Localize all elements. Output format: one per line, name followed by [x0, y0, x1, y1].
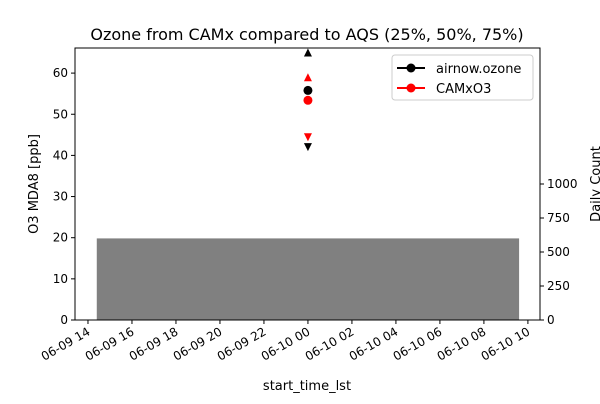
- y-tick-label: 50: [53, 107, 68, 121]
- x-tick-label: 06-10 06: [391, 324, 445, 363]
- p75-marker: [303, 73, 312, 82]
- y-tick-label-right: 750: [547, 211, 570, 225]
- y-tick-label: 20: [53, 231, 68, 245]
- plot-frame: [74, 47, 541, 321]
- count-bar: [96, 238, 520, 320]
- legend-label: airnow.ozone: [436, 62, 521, 77]
- y-tick-label: 60: [53, 66, 68, 80]
- median-marker: [303, 85, 313, 95]
- legend-box: [391, 54, 534, 101]
- median-marker: [303, 95, 313, 105]
- x-tick-label: 06-10 04: [347, 324, 401, 363]
- y-tick-label-right: 500: [547, 245, 570, 259]
- y-axis-label: O3 MDA8 [ppb]: [27, 134, 42, 234]
- x-tick-label: 06-09 18: [127, 324, 181, 363]
- x-tick-label: 06-09 14: [39, 324, 93, 363]
- y-tick-label: 40: [53, 148, 68, 162]
- x-tick-label: 06-10 08: [435, 324, 489, 363]
- y-tick-label-right: 0: [547, 313, 555, 327]
- x-tick-label: 06-09 22: [215, 324, 269, 363]
- x-tick-label: 06-10 10: [479, 324, 533, 363]
- x-tick-label: 06-10 02: [303, 324, 357, 363]
- y-tick-label-right: 1000: [547, 177, 578, 191]
- p25-marker: [303, 143, 312, 152]
- x-tick-label: 06-10 00: [259, 324, 313, 363]
- p75-marker: [303, 48, 312, 57]
- legend: airnow.ozone CAMxO3: [391, 54, 534, 101]
- chart-title: Ozone from CAMx compared to AQS (25%, 50…: [90, 25, 523, 44]
- legend-label: CAMxO3: [436, 82, 491, 97]
- y-tick-label-right: 250: [547, 279, 570, 293]
- y-tick-label: 30: [53, 190, 68, 204]
- p25-marker: [303, 133, 312, 142]
- x-axis-label: start_time_lst: [263, 379, 351, 394]
- legend-marker: [406, 63, 416, 73]
- legend-marker: [406, 83, 416, 93]
- y-tick-label: 10: [53, 272, 68, 286]
- y-axis-label-right: Daily Count: [589, 146, 600, 222]
- x-tick-label: 06-09 20: [171, 324, 225, 363]
- x-tick-label: 06-09 16: [83, 324, 137, 363]
- y-tick-label: 0: [60, 313, 68, 327]
